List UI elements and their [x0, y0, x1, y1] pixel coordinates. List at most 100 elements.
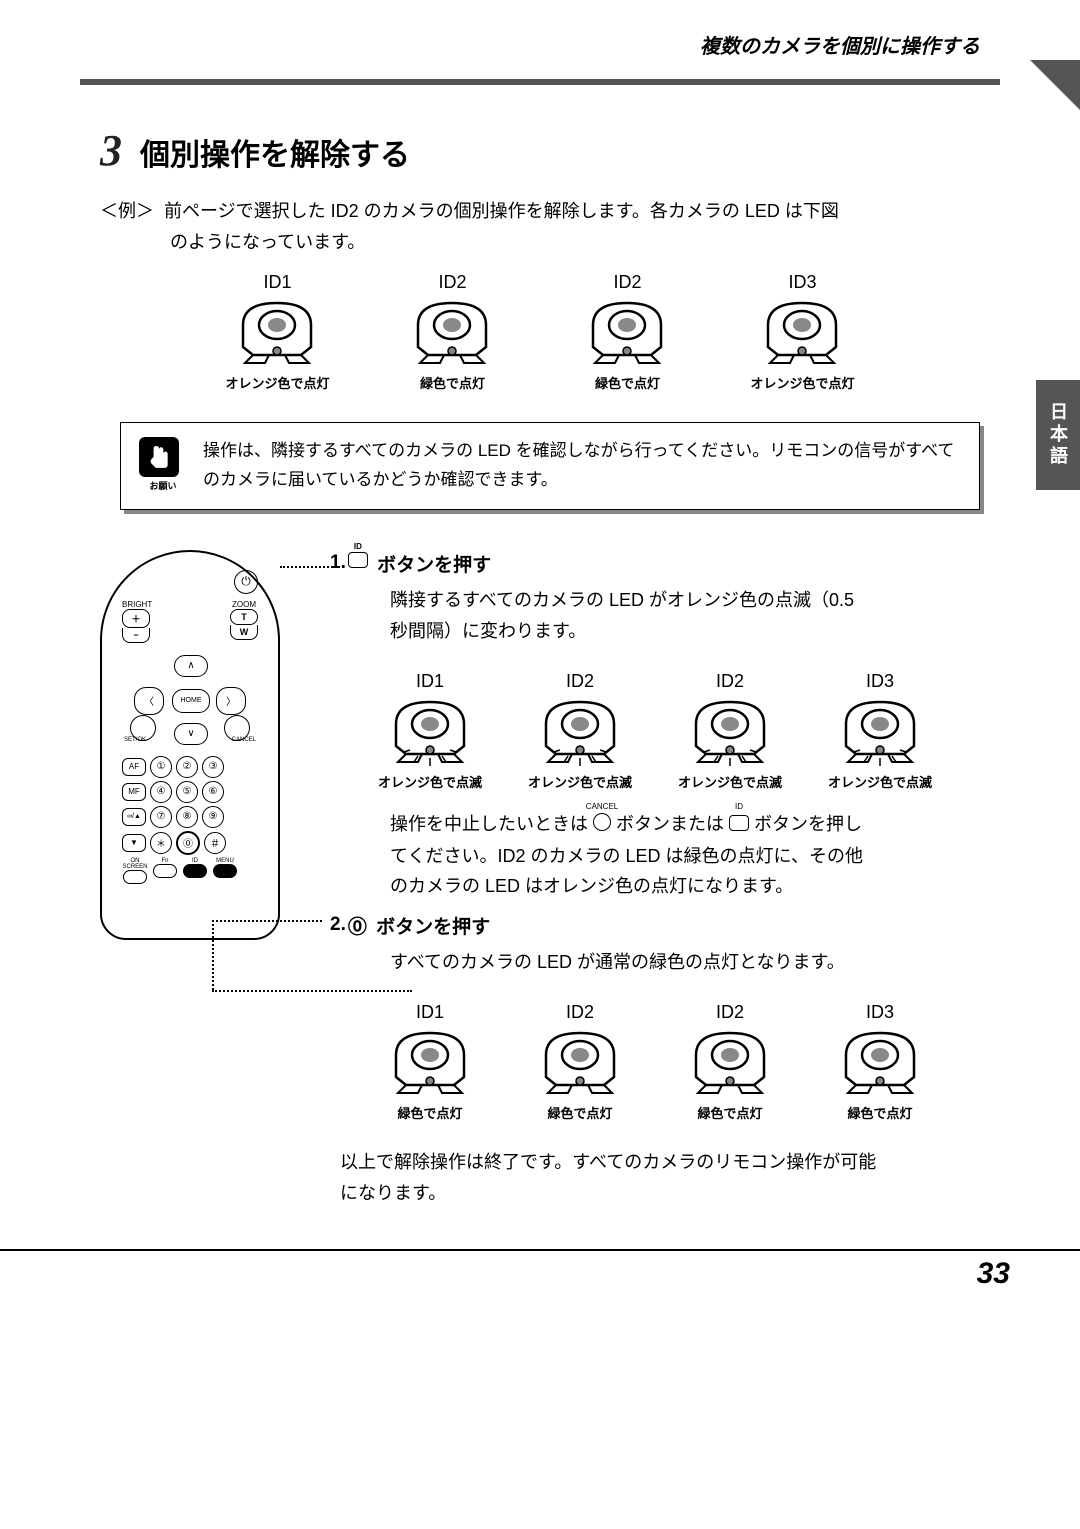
leader-line-2 — [212, 990, 412, 992]
camera-status-label: 緑色で点灯 — [670, 1103, 790, 1122]
focus-down-button: ▼ — [122, 834, 146, 852]
cancel-label: CANCEL — [232, 737, 256, 743]
camera-id-label: ID2 — [670, 1002, 790, 1023]
substep-1-suffix: ボタンを押す — [377, 550, 491, 577]
cancel-icon-label: CANCEL — [586, 800, 618, 814]
s1c-4: てください。ID2 のカメラの LED は緑色の点灯に、その他 — [390, 846, 863, 866]
camera-status-label: 緑色で点灯 — [388, 373, 518, 392]
camera-icon — [410, 297, 495, 367]
camera-status-label: 緑色で点灯 — [820, 1103, 940, 1122]
note-icon-wrap: お願い — [139, 437, 187, 494]
camera-id-label: ID2 — [520, 671, 640, 692]
camera-id-label: ID1 — [370, 1002, 490, 1023]
language-tab: 日本語 — [1036, 380, 1080, 490]
substep-2-num: 2. — [330, 914, 346, 936]
camera-id-label: ID2 — [563, 272, 693, 293]
num-3-button: ③ — [202, 756, 224, 778]
note-text: 操作は、隣接するすべてのカメラの LED を確認しながら行ってください。リモコン… — [203, 437, 961, 495]
camera-icon — [838, 696, 923, 766]
id-icon-label-2: ID — [735, 800, 743, 814]
camera-cell: ID2 緑色で点灯 — [520, 1002, 640, 1122]
camera-id-label: ID3 — [820, 1002, 940, 1023]
note-box: お願い 操作は、隣接するすべてのカメラの LED を確認しながら行ってください。… — [120, 422, 980, 510]
substep-2-title: 2. ⓪ ボタンを押す — [330, 912, 980, 939]
substep-2-suffix: ボタンを押す — [376, 912, 490, 939]
camera-icon — [838, 1027, 923, 1097]
nav-right-button: 〉 — [216, 687, 246, 715]
note-caption: お願い — [139, 479, 187, 494]
camera-status-label: オレンジ色で点滅 — [670, 772, 790, 791]
power-icon: ⏻ — [234, 570, 258, 594]
leader-line-1a — [212, 920, 322, 922]
nav-down-button: ∨ — [174, 723, 208, 745]
id-icon-label: ID — [354, 542, 362, 551]
camera-status-label: オレンジ色で点灯 — [213, 373, 343, 392]
cancel-button-icon: CANCEL — [593, 810, 611, 841]
camera-cell: ID1 オレンジ色で点滅 — [370, 671, 490, 791]
camera-cell: ID1 オレンジ色で点灯 — [213, 272, 343, 392]
leader-line-0 — [280, 566, 340, 568]
camera-id-label: ID1 — [213, 272, 343, 293]
camera-id-label: ID3 — [820, 671, 940, 692]
num-4-button: ④ — [150, 781, 172, 803]
substep-1-cancel: 操作を中止したいときは CANCEL ボタンまたは ID ボタンを押し てくださ… — [330, 801, 980, 912]
camera-id-label: ID2 — [520, 1002, 640, 1023]
id-button-icon: ID — [348, 552, 368, 574]
num-8-button: ⑧ — [176, 806, 198, 828]
zoom-t-button: T — [230, 609, 258, 625]
corner-triangle-icon — [1030, 60, 1080, 110]
s1-line2: 秒間隔）に変わります。 — [390, 621, 586, 641]
camera-cell: ID2 緑色で点灯 — [670, 1002, 790, 1122]
num-hash-button: ＃ — [204, 832, 226, 854]
id-button-icon-2: ID — [729, 810, 749, 841]
menu-label: MENU — [212, 858, 238, 864]
camera-icon — [235, 297, 320, 367]
substep-2-body: すべてのカメラの LED が通常の緑色の点灯となります。 — [330, 939, 980, 988]
num-0-button: ⓪ — [176, 831, 200, 855]
s1-line1: 隣接するすべてのカメラの LED がオレンジ色の点滅（0.5 — [390, 590, 854, 610]
s1c-1: 操作を中止したいときは — [390, 814, 588, 834]
mf-button: MF — [122, 783, 146, 801]
substep-1-body: 隣接するすべてのカメラの LED がオレンジ色の点滅（0.5 秒間隔）に変わりま… — [330, 577, 980, 656]
camera-status-label: オレンジ色で点滅 — [370, 772, 490, 791]
example-text-2: のようになっています。 — [170, 227, 980, 258]
camera-id-label: ID1 — [370, 671, 490, 692]
bright-plus-button: ＋ — [122, 609, 150, 628]
camera-row-step2: ID1 緑色で点灯 ID2 緑色で点灯 ID2 緑色で点灯 — [330, 987, 980, 1132]
nav-pad: ∧ ∨ 〈 〉 HOME SET/OK CANCEL — [130, 655, 250, 745]
steps-column: 1. ID ボタンを押す 隣接するすべてのカメラの LED がオレンジ色の点滅（… — [330, 550, 980, 1209]
s2-line1: すべてのカメラの LED が通常の緑色の点灯となります。 — [390, 952, 845, 972]
camera-icon — [760, 297, 845, 367]
camera-status-label: 緑色で点灯 — [563, 373, 693, 392]
num-6-button: ⑥ — [202, 781, 224, 803]
af-button: AF — [122, 758, 146, 776]
section-title: 3 個別操作を解除する — [0, 85, 1080, 176]
main-steps: ⏻ BRIGHT ＋ − ZOOM T W ∧ ∨ 〈 — [0, 510, 1080, 1209]
footer: 33 — [0, 1249, 1080, 1291]
num-1-button: ① — [150, 756, 172, 778]
camera-icon — [388, 696, 473, 766]
camera-status-label: オレンジ色で点灯 — [738, 373, 868, 392]
fn-label: Fn — [152, 858, 178, 864]
camera-id-label: ID2 — [670, 671, 790, 692]
camera-cell: ID2 オレンジ色で点滅 — [670, 671, 790, 791]
onscreen-label: ON SCREEN — [122, 858, 148, 870]
s1c-5: のカメラの LED はオレンジ色の点灯になります。 — [390, 876, 793, 896]
zoom-w-button: W — [230, 625, 258, 640]
section-number: 3 — [100, 125, 122, 176]
camera-cell: ID2 緑色で点灯 — [563, 272, 693, 392]
example-label: ＜例＞ — [100, 201, 154, 221]
fn-button — [153, 864, 177, 878]
closing-1: 以上で解除操作は終了です。すべてのカメラのリモコン操作が可能 — [340, 1152, 876, 1172]
num-7-button: ⑦ — [150, 806, 172, 828]
camera-row-step1: ID1 オレンジ色で点滅 ID2 オレンジ色で点滅 ID2 — [330, 656, 980, 801]
camera-id-label: ID2 — [388, 272, 518, 293]
camera-status-label: オレンジ色で点滅 — [820, 772, 940, 791]
camera-icon — [538, 696, 623, 766]
closing-2: になります。 — [340, 1183, 446, 1203]
substep-1-title: 1. ID ボタンを押す — [330, 550, 980, 577]
setok-label: SET/OK — [124, 737, 146, 743]
camera-icon — [688, 1027, 773, 1097]
camera-cell: ID3 オレンジ色で点滅 — [820, 671, 940, 791]
s1c-3: ボタンを押し — [754, 814, 862, 834]
